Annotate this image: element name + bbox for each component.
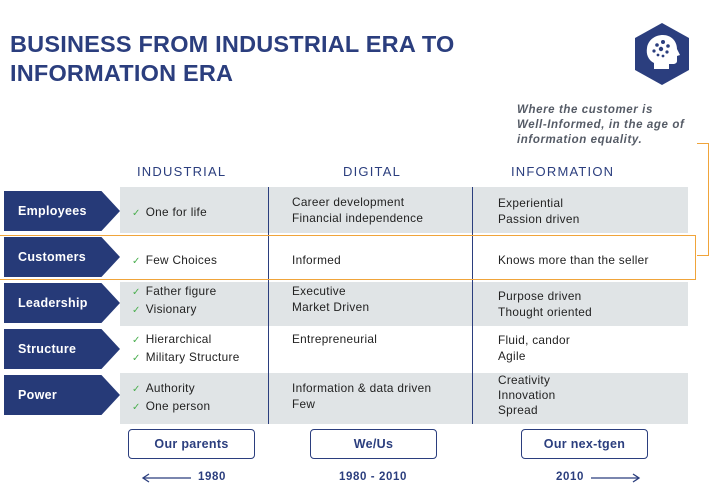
cell-power-information: Creativity Innovation Spread xyxy=(498,373,555,418)
list-item: Fluid, candor xyxy=(498,333,571,347)
customer-note: Where the customer is Well-Informed, in … xyxy=(517,103,717,148)
list-item: Experiential xyxy=(498,196,564,210)
list-item: ✓ Military Structure xyxy=(132,350,240,364)
cell-leadership-digital: Executive Market Driven xyxy=(292,283,369,315)
list-item: ✓ One person xyxy=(132,399,211,413)
cell-employees-information: Experiential Passion driven xyxy=(498,195,580,227)
column-header-information: INFORMATION xyxy=(511,164,615,179)
customers-highlight xyxy=(0,235,696,280)
cell-structure-industrial: ✓ Hierarchical ✓ Military Structure xyxy=(132,331,240,367)
list-item: ✓ Father figure xyxy=(132,284,217,298)
list-item: Passion driven xyxy=(498,212,580,226)
left-arrow-icon xyxy=(141,473,191,483)
cell-leadership-information: Purpose driven Thought oriented xyxy=(498,288,592,320)
check-icon: ✓ xyxy=(132,335,141,346)
note-line-3: information equality. xyxy=(517,134,643,146)
cell-power-digital: Information & data driven Few xyxy=(292,380,431,412)
cell-structure-information: Fluid, candor Agile xyxy=(498,332,570,364)
list-item: Innovation xyxy=(498,388,556,402)
column-divider xyxy=(472,187,473,424)
row-band-power xyxy=(120,373,688,424)
year-end: 2010 xyxy=(556,471,584,483)
note-line-1: Where the customer is xyxy=(517,104,653,116)
check-icon: ✓ xyxy=(132,353,141,364)
generation-box-nextgen: Our nex-tgen xyxy=(521,429,648,459)
row-label-power: Power xyxy=(4,375,120,415)
note-line-2: Well-Informed, in the age of xyxy=(517,119,685,131)
year-start: 1980 xyxy=(198,471,226,483)
column-header-digital: DIGITAL xyxy=(343,164,402,179)
list-item: Entrepreneurial xyxy=(292,332,378,346)
list-item: Few xyxy=(292,397,316,411)
list-item: Spread xyxy=(498,403,538,417)
list-item: ✓ Few Choices xyxy=(132,253,218,267)
check-icon: ✓ xyxy=(132,208,141,219)
row-band-leadership xyxy=(120,282,688,326)
list-item: Purpose driven xyxy=(498,289,582,303)
list-item: ✓ One for life xyxy=(132,205,207,219)
cell-employees-industrial: ✓ One for life xyxy=(132,204,207,222)
generation-box-parents: Our parents xyxy=(128,429,255,459)
list-item: ✓ Authority xyxy=(132,381,195,395)
page-title: BUSINESS FROM INDUSTRIAL ERA TO INFORMAT… xyxy=(10,30,530,88)
brain-head-icon xyxy=(632,21,692,87)
cell-customers-industrial: ✓ Few Choices xyxy=(132,252,217,270)
title-line-1: BUSINESS FROM INDUSTRIAL ERA TO xyxy=(10,31,455,57)
cell-customers-information: Knows more than the seller xyxy=(498,252,649,268)
list-item: Thought oriented xyxy=(498,305,592,319)
cell-employees-digital: Career development Financial independenc… xyxy=(292,194,423,226)
check-icon: ✓ xyxy=(132,256,141,267)
row-label-customers: Customers xyxy=(4,237,120,277)
list-item: Career development xyxy=(292,195,405,209)
year-range: 1980 - 2010 xyxy=(339,471,407,483)
list-item: Financial independence xyxy=(292,211,424,225)
cell-customers-digital: Informed xyxy=(292,252,341,268)
list-item: Market Driven xyxy=(292,300,370,314)
row-label-employees: Employees xyxy=(4,191,120,231)
check-icon: ✓ xyxy=(132,287,141,298)
generation-box-us: We/Us xyxy=(310,429,437,459)
list-item: Knows more than the seller xyxy=(498,253,649,267)
note-connector xyxy=(697,143,709,256)
check-icon: ✓ xyxy=(132,305,141,316)
right-arrow-icon xyxy=(591,473,641,483)
list-item: Agile xyxy=(498,349,526,363)
list-item: Informed xyxy=(292,253,341,267)
check-icon: ✓ xyxy=(132,402,141,413)
cell-structure-digital: Entrepreneurial xyxy=(292,331,377,347)
list-item: ✓ Hierarchical xyxy=(132,332,212,346)
cell-power-industrial: ✓ Authority ✓ One person xyxy=(132,380,210,416)
check-icon: ✓ xyxy=(132,384,141,395)
list-item: Creativity xyxy=(498,373,551,387)
list-item: Executive xyxy=(292,284,346,298)
row-band-employees xyxy=(120,187,688,233)
list-item: Information & data driven xyxy=(292,381,432,395)
cell-leadership-industrial: ✓ Father figure ✓ Visionary xyxy=(132,283,216,319)
column-header-industrial: INDUSTRIAL xyxy=(137,164,227,179)
list-item: ✓ Visionary xyxy=(132,302,197,316)
title-line-2: INFORMATION ERA xyxy=(10,60,234,86)
row-label-leadership: Leadership xyxy=(4,283,120,323)
row-label-structure: Structure xyxy=(4,329,120,369)
column-divider xyxy=(268,187,269,424)
